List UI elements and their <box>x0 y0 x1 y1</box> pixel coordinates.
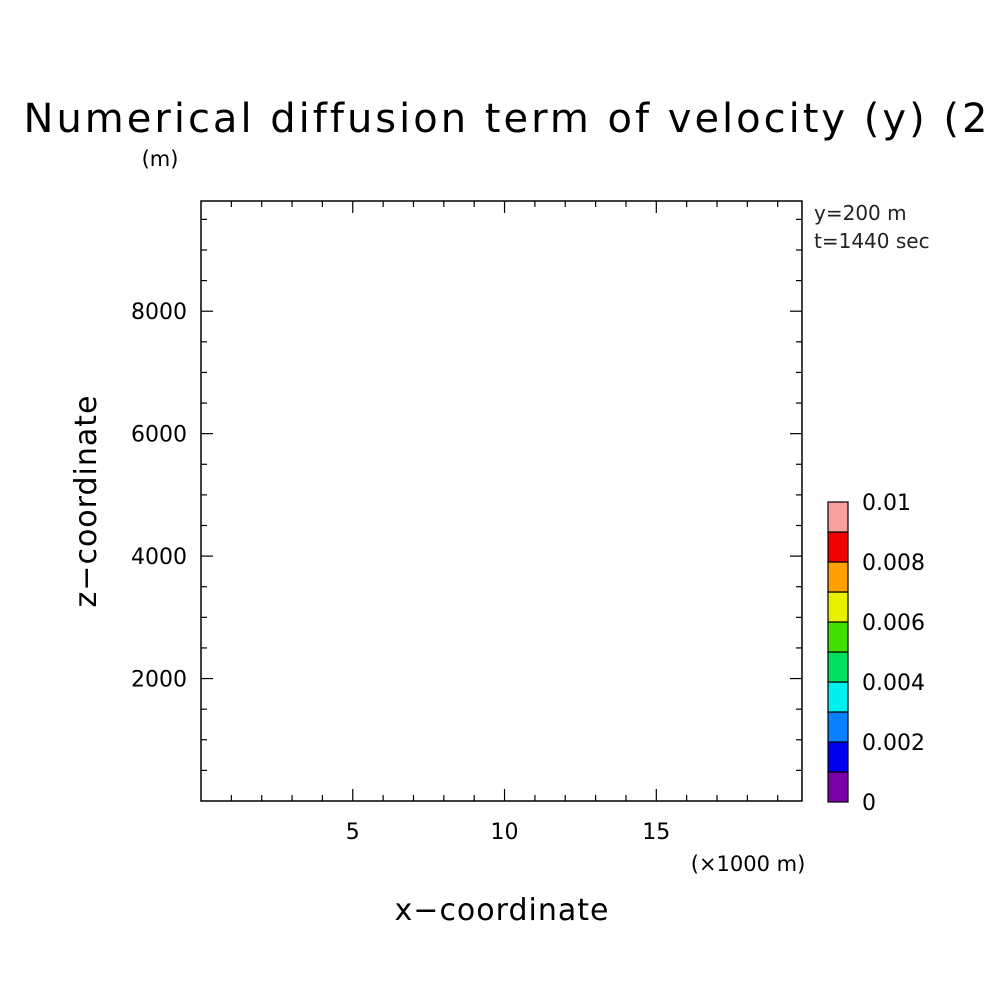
x-tick-label: 15 <box>642 820 670 845</box>
annotation-y-position: y=200 m <box>814 201 907 225</box>
colorbar-swatch <box>827 771 849 803</box>
colorbar-swatch <box>827 681 849 713</box>
x-tick-label: 5 <box>346 820 360 845</box>
x-tick-label: 10 <box>491 820 519 845</box>
chart-title: Numerical diffusion term of velocity (y)… <box>24 96 1004 142</box>
y-tick-label: 2000 <box>131 668 187 693</box>
y-axis: 2000 4000 6000 8000 <box>131 218 802 771</box>
y-axis-unit: (m) <box>142 147 179 171</box>
x-axis: 5 10 15 <box>230 201 779 845</box>
colorbar-swatch <box>827 621 849 653</box>
colorbar-swatch <box>827 561 849 593</box>
colorbar-label: 0.008 <box>862 551 925 576</box>
colorbar-label: 0 <box>862 791 876 816</box>
colorbar-swatch <box>827 591 849 623</box>
colorbar: 0 0.002 0.004 0.006 0.008 0.01 <box>827 491 925 816</box>
y-tick-label: 6000 <box>131 423 187 448</box>
colorbar-swatch <box>827 501 849 533</box>
colorbar-swatch <box>827 711 849 743</box>
plot-area <box>200 200 803 802</box>
y-tick-label: 4000 <box>131 545 187 570</box>
y-axis-label: z−coordinate <box>69 395 104 608</box>
x-axis-unit: (×1000 m) <box>691 852 806 876</box>
x-axis-label: x−coordinate <box>395 893 610 928</box>
colorbar-label: 0.004 <box>862 671 925 696</box>
colorbar-label: 0.01 <box>862 491 911 516</box>
colorbar-swatch <box>827 651 849 683</box>
colorbar-label: 0.002 <box>862 731 925 756</box>
colorbar-label: 0.006 <box>862 611 925 636</box>
y-tick-label: 8000 <box>131 300 187 325</box>
annotation-time: t=1440 sec <box>814 229 930 253</box>
colorbar-swatch <box>827 741 849 773</box>
colorbar-swatch <box>827 531 849 563</box>
